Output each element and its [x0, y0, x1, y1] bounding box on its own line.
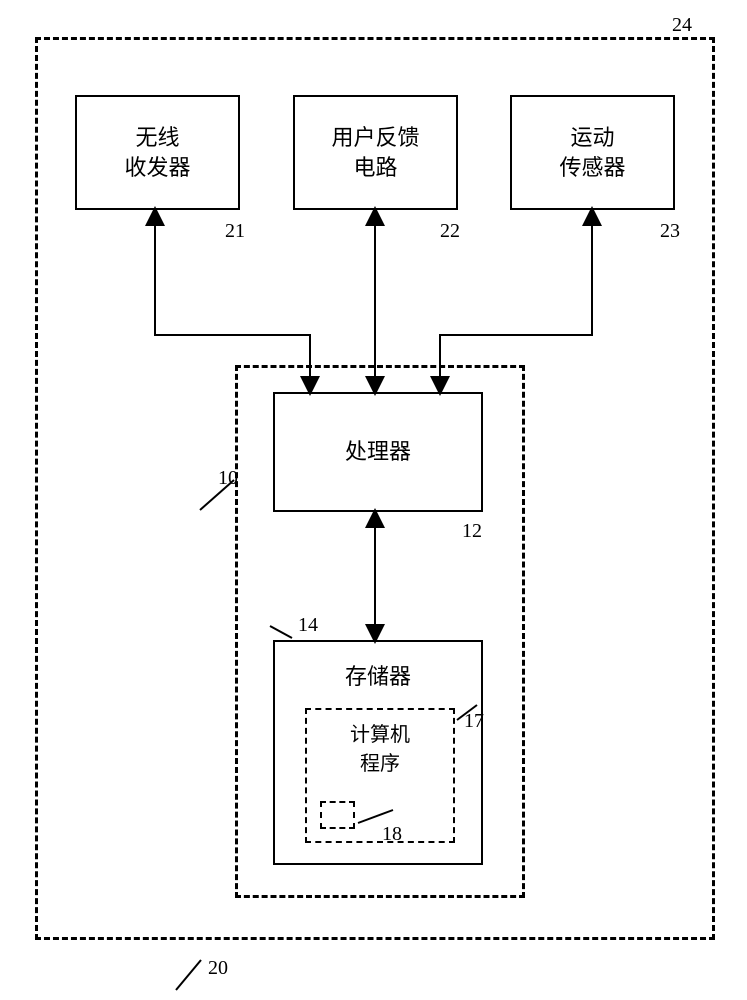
block-text: 计算机: [350, 718, 410, 747]
number-label: 20: [208, 957, 228, 980]
block-processor: 处理器: [273, 392, 483, 512]
block-text: 无线: [135, 123, 179, 153]
block-text: 传感器: [559, 153, 625, 183]
block-sensor: 运动传感器: [510, 95, 675, 210]
block-feedback: 用户反馈电路: [293, 95, 458, 210]
block-text: 运动: [570, 123, 614, 153]
block-text: 电路: [353, 153, 397, 183]
block-text: 用户反馈: [331, 123, 419, 153]
number-label: 22: [440, 220, 460, 243]
block-text: 处理器: [345, 437, 411, 467]
block-text: 程序: [360, 747, 400, 776]
block-text: 存储器: [345, 662, 411, 692]
number-label: 23: [660, 220, 680, 243]
number-label: 17: [464, 710, 484, 733]
number-label: 12: [462, 520, 482, 543]
number-label: 10: [218, 467, 238, 490]
number-label: 21: [225, 220, 245, 243]
number-label: 24: [672, 14, 692, 37]
number-label: 18: [382, 823, 402, 846]
number-label: 14: [298, 614, 318, 637]
block-text: 收发器: [124, 153, 190, 183]
dashed-block-smalldash: [320, 801, 355, 829]
block-transceiver: 无线收发器: [75, 95, 240, 210]
